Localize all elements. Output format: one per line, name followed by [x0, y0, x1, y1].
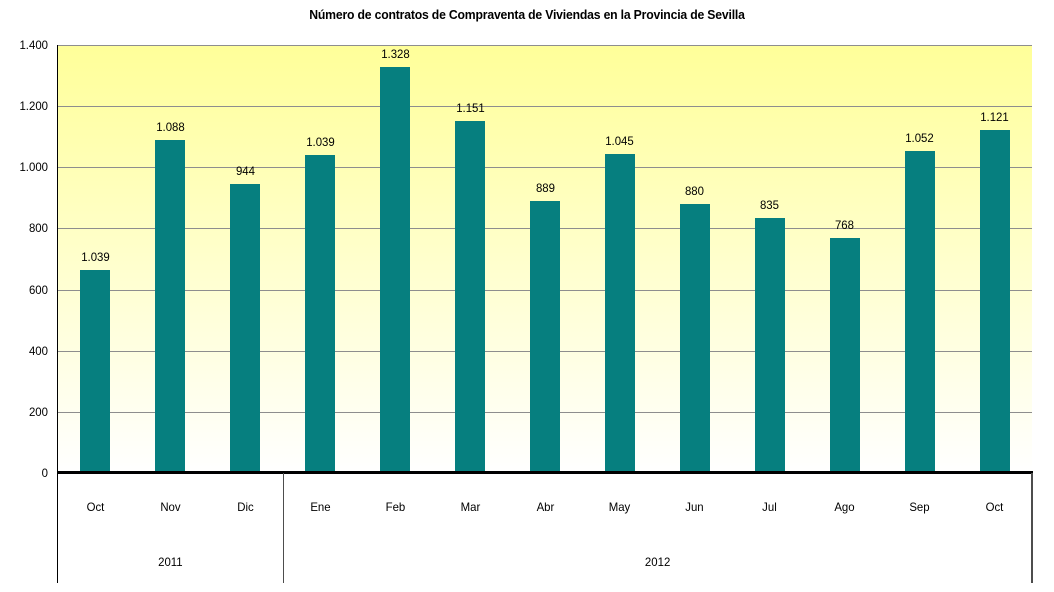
bar-value-label: 1.151 [455, 101, 485, 116]
y-tick-label: 600 [28, 282, 48, 297]
x-tick-label: Abr [536, 500, 554, 514]
y-tick-label: 400 [28, 343, 48, 358]
gridline [58, 106, 1032, 108]
y-tick-label: 800 [28, 221, 48, 236]
bar-value-label: 1.039 [81, 250, 110, 265]
y-tick-label: 0 [41, 466, 48, 480]
y-tick-label: 200 [28, 404, 48, 419]
bar [80, 270, 111, 473]
x-axis-band: Oct Nov Dic Ene Feb Mar Abr May Jun Jul Ago Sep Oct 2… [58, 473, 1033, 585]
x-tick-label: Dic [237, 500, 254, 514]
bar [979, 130, 1010, 473]
gridline [58, 167, 1032, 169]
x-tick-label: Feb [385, 500, 405, 514]
bar [829, 238, 860, 473]
bar [230, 184, 261, 473]
x-tick-label: Jun [685, 500, 705, 514]
bar [604, 153, 635, 473]
y-tick-label: 1.400 [19, 38, 48, 52]
bar-value-label: 1.045 [605, 133, 635, 148]
year-separator-line [282, 473, 285, 583]
y-axis-line [56, 45, 58, 583]
x-tick-label: Oct [985, 500, 1004, 514]
bar [305, 155, 336, 473]
gridline [58, 45, 1032, 46]
year-separator-line [1031, 473, 1033, 583]
bar-value-label: 768 [835, 218, 855, 233]
x-tick-label: Nov [160, 500, 181, 514]
x-tick-label: May [609, 500, 631, 514]
x-axis-line [57, 471, 1033, 474]
bar [679, 203, 710, 473]
plot-area: 1.039 1.088 944 1.039 1.328 1.151 889 1.045 880 8… [58, 45, 1032, 473]
year-group-label: 2011 [158, 555, 183, 569]
x-tick-label: Ene [310, 500, 331, 514]
bar-value-label: 1.088 [156, 120, 185, 135]
year-group-label: 2012 [644, 555, 671, 569]
y-tick-label: 1.200 [19, 99, 48, 114]
chart-title: Número de contratos de Compraventa de Vi… [309, 7, 745, 22]
bar-value-label: 835 [760, 197, 780, 212]
y-tick-label: 1.000 [19, 160, 48, 175]
bar-value-label: 1.328 [380, 47, 410, 61]
bar [455, 121, 486, 473]
x-tick-label: Jul [762, 500, 778, 514]
bar [754, 217, 785, 473]
bar [530, 201, 560, 473]
bar-value-label: 889 [535, 181, 555, 196]
bar [380, 67, 411, 473]
bar-value-label: 944 [235, 164, 255, 179]
bar [904, 151, 935, 473]
bar-value-label: 1.121 [980, 110, 1009, 125]
bar [155, 140, 186, 473]
bar-value-label: 880 [685, 183, 705, 198]
bar-value-label: 1.052 [905, 131, 934, 146]
x-tick-label: Sep [909, 500, 930, 514]
x-tick-label: Oct [86, 500, 105, 514]
bar-value-label: 1.039 [305, 135, 335, 150]
x-tick-label: Ago [834, 500, 855, 514]
x-tick-label: Mar [460, 500, 480, 514]
